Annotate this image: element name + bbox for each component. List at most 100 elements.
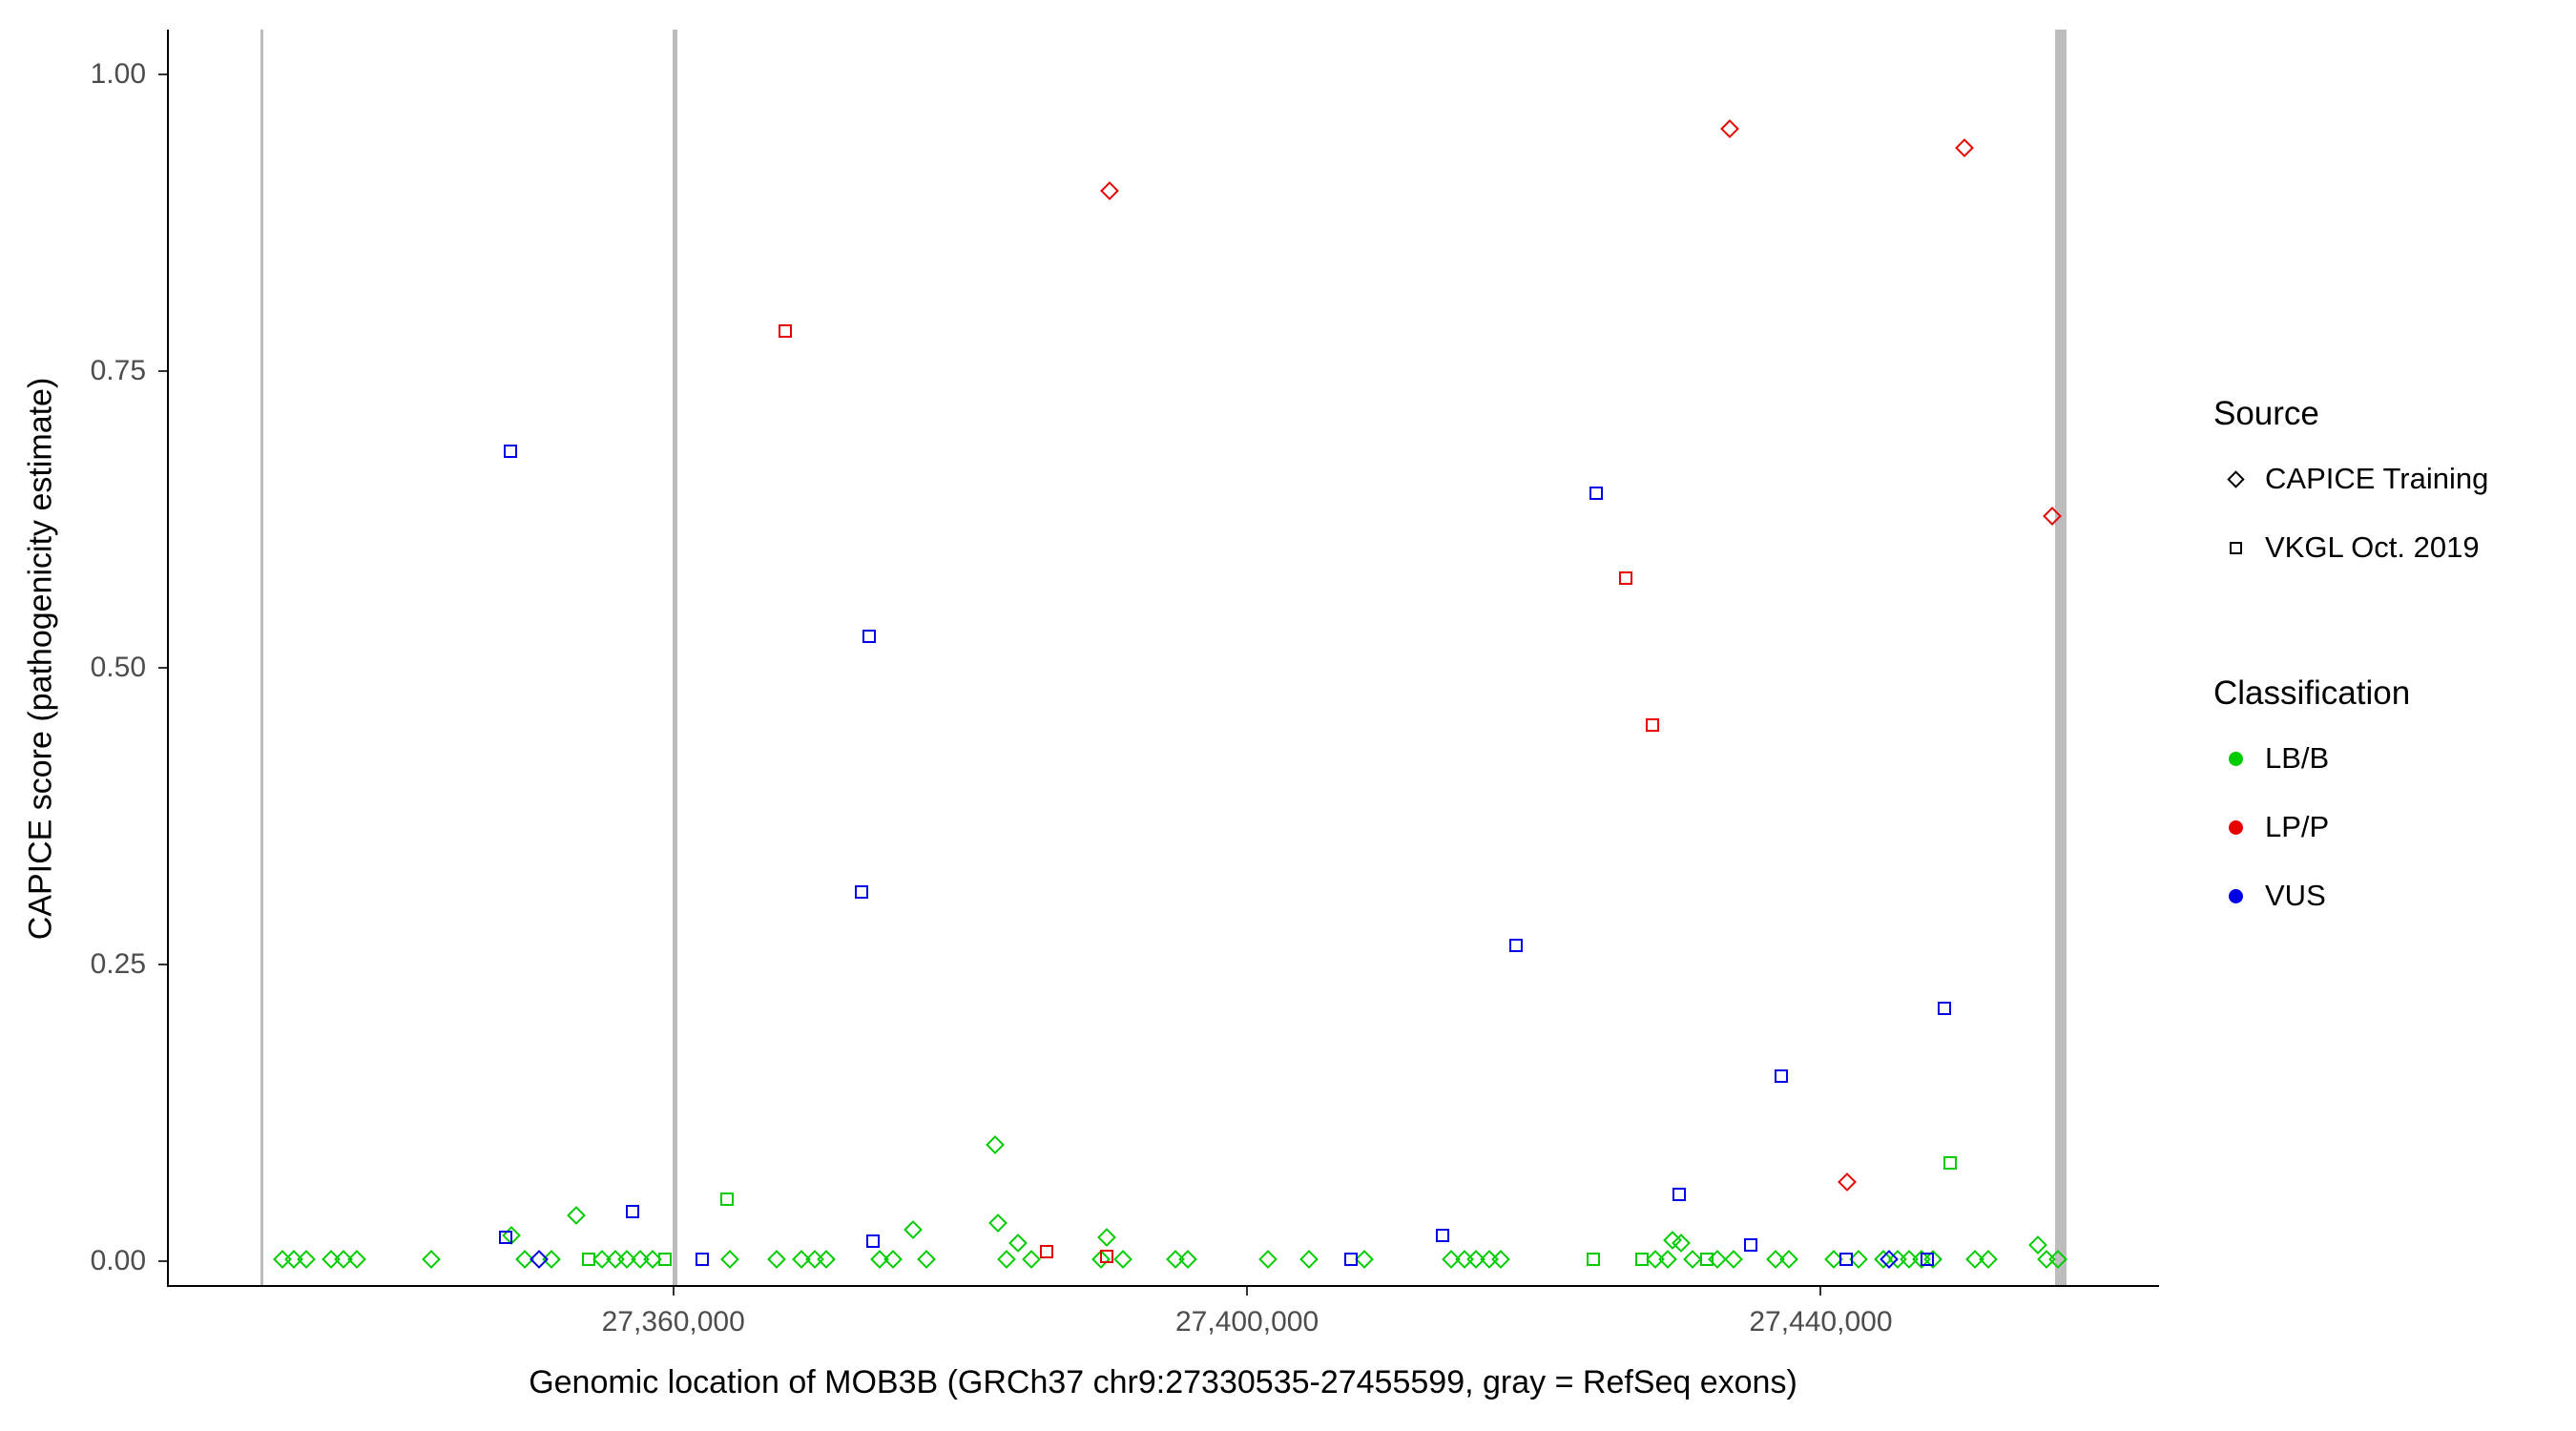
legend-item-lpp: LP/P: [2213, 793, 2488, 861]
legend-item-vkgl: VKGL Oct. 2019: [2213, 513, 2488, 582]
data-point-diamond: [1008, 1234, 1028, 1254]
data-point-square: [581, 1252, 595, 1266]
data-point-square: [1839, 1252, 1853, 1266]
data-point-square: [1921, 1252, 1935, 1266]
data-point-square: [1938, 1002, 1952, 1016]
legend-item-label: LB/B: [2265, 741, 2330, 775]
data-point-diamond: [1838, 1172, 1857, 1192]
data-point-diamond: [1491, 1249, 1510, 1269]
data-point-diamond: [719, 1249, 739, 1269]
legend-group-source: Source CAPICE Training VKGL Oct. 2019: [2213, 393, 2488, 582]
legend-item-vus: VUS: [2213, 861, 2488, 930]
data-point-square: [625, 1204, 639, 1218]
x-axis: 27,360,000 27,400,000 27,440,000: [167, 1287, 2159, 1373]
data-point-diamond: [1658, 1249, 1677, 1269]
data-point-diamond: [817, 1249, 837, 1269]
x-tick-label: 27,400,000: [1174, 1306, 1319, 1338]
legend-group-classification: Classification LB/B LP/P VUS: [2213, 673, 2488, 930]
y-tick-mark: [158, 667, 167, 670]
exon-line: [673, 30, 678, 1285]
data-point-square: [1343, 1252, 1358, 1266]
data-point-diamond: [297, 1249, 317, 1269]
data-point-diamond: [986, 1135, 1005, 1155]
data-point-square: [1774, 1069, 1788, 1084]
data-point-square: [866, 1234, 881, 1248]
data-point-square: [503, 444, 517, 458]
y-tick-mark: [158, 370, 167, 373]
x-tick-mark: [1819, 1287, 1822, 1296]
x-tick-label: 27,360,000: [601, 1306, 745, 1338]
data-point-diamond: [1355, 1249, 1375, 1269]
x-tick-mark: [672, 1287, 675, 1296]
data-point-diamond: [1097, 1228, 1117, 1248]
data-point-diamond: [988, 1213, 1008, 1234]
data-point-diamond: [1299, 1249, 1319, 1269]
data-point-diamond: [1719, 119, 1739, 139]
y-tick-label: 0.25: [90, 948, 146, 981]
legend-item-label: LP/P: [2265, 810, 2330, 843]
legend-source-title: Source: [2213, 395, 2319, 432]
legend-classification-title: Classification: [2213, 674, 2411, 712]
plot-panel: [167, 30, 2159, 1287]
y-tick-label: 0.00: [90, 1245, 146, 1277]
legend-key: [2213, 819, 2257, 835]
y-tick-label: 0.50: [90, 652, 146, 684]
data-point-diamond: [916, 1249, 936, 1269]
data-point-diamond: [997, 1249, 1016, 1269]
y-axis: 0.00 0.25 0.50 0.75 1.00: [0, 30, 167, 1287]
data-point-diamond: [1682, 1249, 1702, 1269]
data-point-square: [1589, 487, 1603, 501]
data-point-square: [1586, 1252, 1600, 1266]
data-point-diamond: [422, 1249, 442, 1269]
data-point-square: [1436, 1228, 1450, 1242]
data-point-diamond: [1100, 181, 1120, 201]
data-point-square: [1744, 1237, 1758, 1252]
legend-item-label: VUS: [2265, 879, 2326, 912]
y-tick-label: 1.00: [90, 58, 146, 91]
data-point-square: [1040, 1245, 1054, 1259]
legend-key: [2213, 888, 2257, 903]
open-diamond-icon: [2226, 469, 2245, 488]
data-point-diamond: [347, 1249, 366, 1269]
x-tick-label: 27,440,000: [1749, 1306, 1893, 1338]
data-point-square: [1645, 717, 1659, 732]
legend-item-label: VKGL Oct. 2019: [2265, 530, 2480, 564]
blue-dot-icon: [2228, 888, 2243, 903]
exon-line: [260, 30, 264, 1285]
red-dot-icon: [2228, 819, 2243, 835]
data-point-diamond: [1257, 1249, 1278, 1269]
y-tick-label: 0.75: [90, 355, 146, 387]
legend: Source CAPICE Training VKGL Oct. 2019 Cl…: [2213, 393, 2488, 930]
data-point-square: [1699, 1252, 1714, 1266]
data-point-diamond: [1779, 1249, 1799, 1269]
data-point-square: [862, 629, 876, 643]
data-point-square: [1619, 570, 1633, 585]
x-axis-title: Genomic location of MOB3B (GRCh37 chr9:2…: [529, 1364, 1797, 1400]
legend-item-label: CAPICE Training: [2265, 462, 2489, 495]
legend-item-capice-training: CAPICE Training: [2213, 445, 2488, 513]
data-point-square: [1672, 1188, 1687, 1202]
y-tick-mark: [158, 964, 167, 966]
data-point-square: [696, 1252, 710, 1266]
data-point-square: [855, 885, 869, 900]
legend-key: [2213, 469, 2257, 488]
data-point-diamond: [529, 1249, 549, 1269]
data-point-diamond: [904, 1219, 924, 1239]
exon-line: [2055, 30, 2067, 1285]
data-point-diamond: [1021, 1249, 1041, 1269]
data-point-diamond: [567, 1205, 586, 1225]
y-tick-mark: [158, 73, 167, 76]
data-point-diamond: [1955, 138, 1975, 158]
data-point-square: [779, 323, 793, 338]
legend-key: [2213, 751, 2257, 766]
data-point-square: [499, 1231, 513, 1245]
data-point-diamond: [883, 1249, 904, 1269]
data-point-diamond: [1112, 1249, 1132, 1269]
data-point-square: [1100, 1250, 1114, 1264]
data-point-square: [1943, 1155, 1958, 1170]
data-point-diamond: [767, 1249, 787, 1269]
open-square-icon: [2229, 541, 2242, 554]
data-point-diamond: [1979, 1249, 1998, 1269]
legend-item-lbb: LB/B: [2213, 724, 2488, 793]
